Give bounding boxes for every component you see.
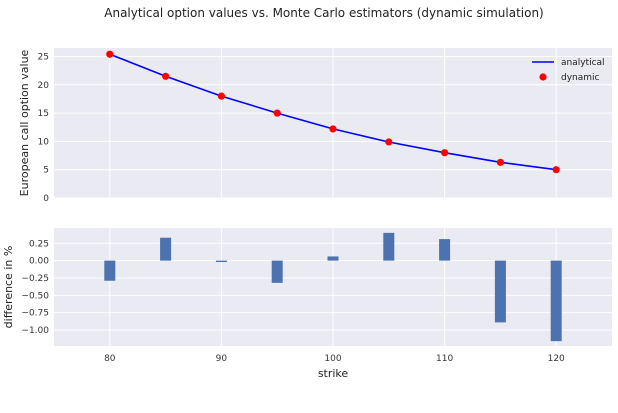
difference-bar — [327, 256, 339, 261]
chart-title: Analytical option values vs. Monte Carlo… — [104, 6, 543, 20]
bottom-x-ticks: 80 90 100 110 120 — [104, 354, 565, 364]
x-axis-label: strike — [318, 367, 349, 380]
top-y-tick-label: 25 — [38, 52, 49, 62]
bottom-y-tick-label: −0.75 — [21, 309, 49, 319]
bottom-y-tick-label: 0.25 — [29, 239, 49, 249]
top-y-ticks: 0 5 10 15 20 25 — [38, 52, 50, 204]
bottom-y-tick-label: −0.50 — [21, 291, 49, 301]
dynamic-point — [106, 50, 114, 58]
legend: analytical dynamic — [532, 58, 605, 83]
difference-bar — [550, 260, 562, 342]
difference-bar — [160, 237, 172, 261]
x-tick-label: 90 — [216, 354, 228, 364]
difference-bar — [494, 260, 506, 323]
top-y-axis-label: European call option value — [18, 49, 31, 196]
legend-analytical-label: analytical — [561, 58, 605, 68]
dynamic-point — [329, 125, 337, 133]
x-tick-label: 100 — [324, 354, 341, 364]
difference-bar — [383, 232, 395, 261]
bottom-y-tick-label: −0.25 — [21, 274, 49, 284]
legend-dynamic-label: dynamic — [561, 73, 600, 83]
difference-bar — [104, 260, 116, 281]
top-y-tick-label: 5 — [43, 166, 49, 176]
bottom-bars — [104, 232, 562, 342]
difference-bar — [439, 239, 451, 261]
top-series — [106, 50, 560, 174]
bottom-y-ticks: 0.25 0.00 −0.25 −0.50 −0.75 −1.00 — [21, 239, 49, 336]
dynamic-point — [496, 158, 504, 166]
bottom-y-tick-label: −1.00 — [21, 326, 49, 336]
x-tick-label: 110 — [436, 354, 453, 364]
top-y-tick-label: 15 — [38, 109, 49, 119]
difference-bar — [271, 260, 283, 283]
bottom-y-axis-label: difference in % — [2, 246, 15, 329]
dynamic-point — [552, 166, 560, 174]
difference-bar — [215, 260, 227, 263]
x-tick-label: 120 — [548, 354, 565, 364]
dynamic-point — [217, 92, 225, 100]
top-y-tick-label: 20 — [38, 81, 50, 91]
top-y-tick-label: 10 — [38, 137, 50, 147]
dynamic-point — [441, 149, 449, 157]
bottom-y-tick-label: 0.00 — [29, 257, 49, 267]
legend-dynamic-marker-icon — [539, 73, 547, 81]
dynamic-point — [385, 138, 393, 146]
dynamic-point — [273, 109, 281, 117]
top-y-tick-label: 0 — [43, 194, 49, 204]
x-tick-label: 80 — [104, 354, 116, 364]
dynamic-point — [162, 72, 170, 80]
